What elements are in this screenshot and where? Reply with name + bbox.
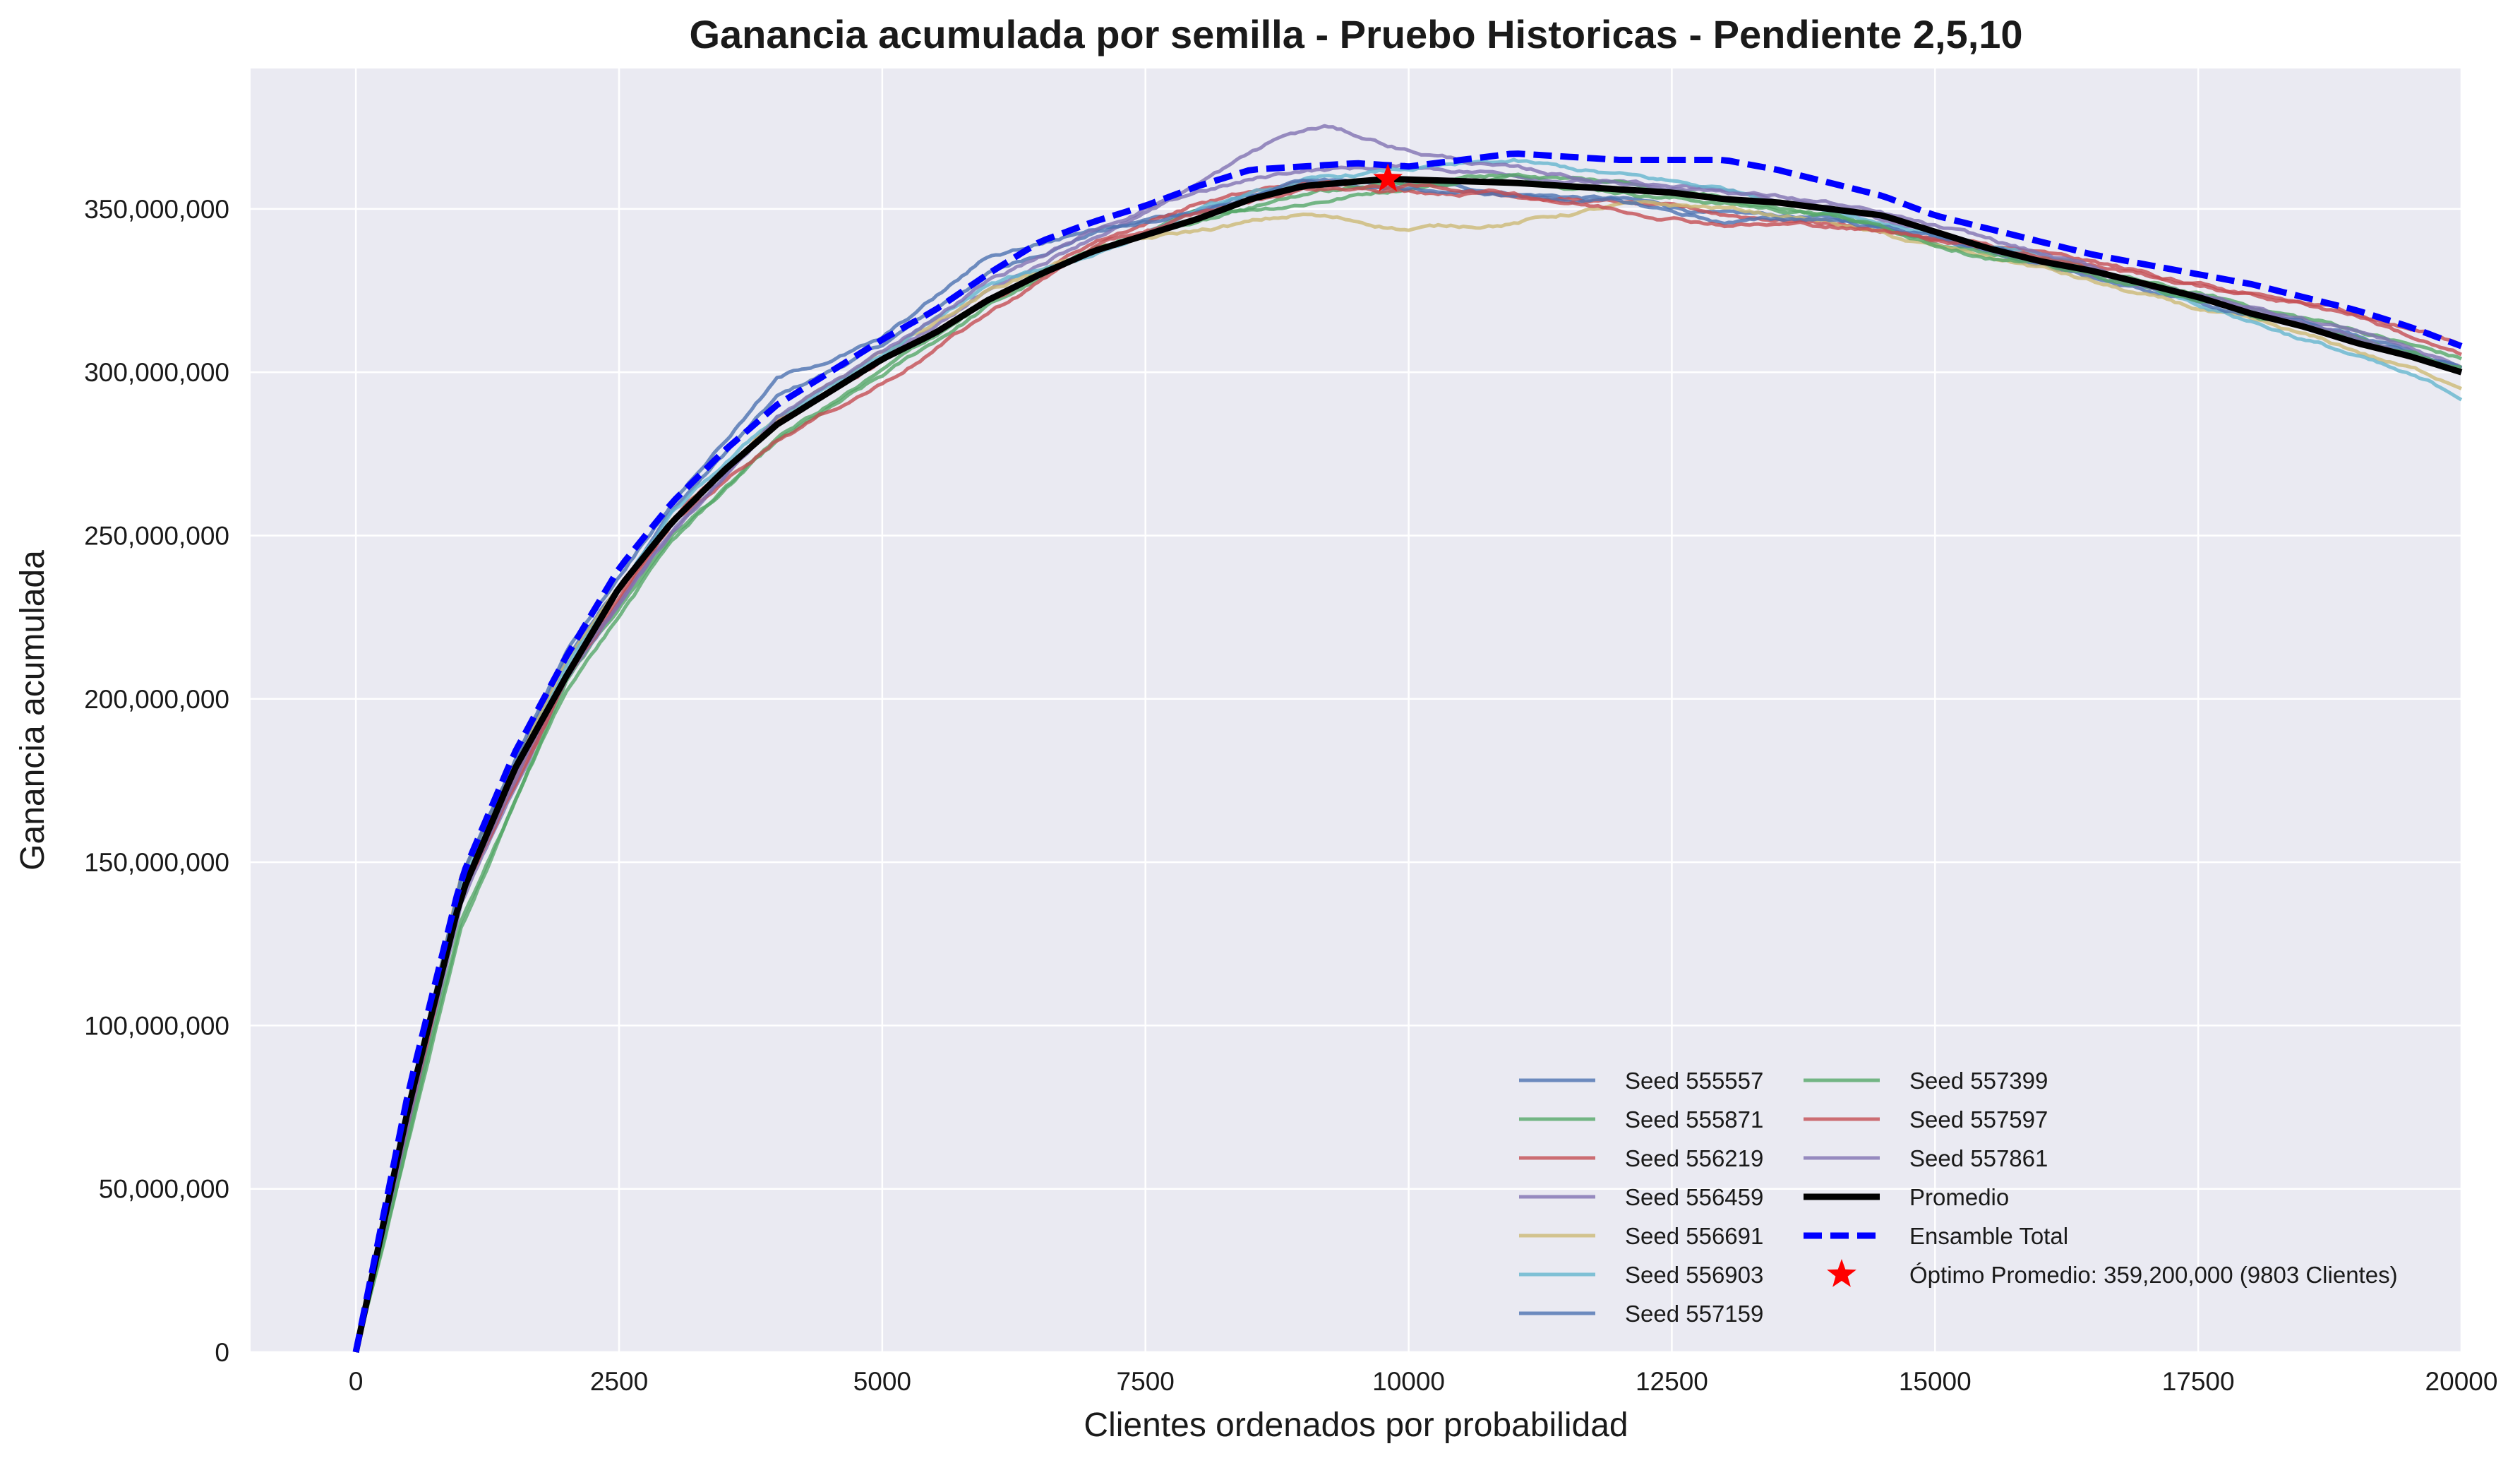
- legend-label-optimum: Óptimo Promedio: 359,200,000 (9803 Clien…: [1909, 1262, 2398, 1288]
- x-tick-label: 12500: [1636, 1367, 1708, 1396]
- legend-label: Seed 556903: [1625, 1262, 1763, 1288]
- chart-title: Ganancia acumulada por semilla - Pruebo …: [689, 12, 2022, 56]
- legend-label: Promedio: [1909, 1184, 2009, 1210]
- legend-label: Seed 556459: [1625, 1184, 1763, 1210]
- y-tick-label: 150,000,000: [84, 848, 229, 877]
- plot-area: [251, 68, 2461, 1352]
- x-tick-label: 7500: [1117, 1367, 1175, 1396]
- x-tick-label: 0: [349, 1367, 364, 1396]
- x-tick-label: 10000: [1372, 1367, 1445, 1396]
- x-tick-label: 17500: [2162, 1367, 2235, 1396]
- y-axis: 0 50,000,000 100,000,000 150,000,000 200,000…: [84, 195, 229, 1367]
- y-axis-label: Ganancia acumulada: [14, 550, 52, 871]
- x-tick-label: 2500: [590, 1367, 648, 1396]
- x-tick-label: 5000: [853, 1367, 911, 1396]
- legend-label: Seed 557399: [1909, 1068, 2048, 1094]
- x-axis: 0 2500 5000 7500 10000 12500 15000 17500 20000: [349, 1367, 2498, 1396]
- legend-label: Seed 557861: [1909, 1145, 2048, 1171]
- legend-label: Seed 556219: [1625, 1145, 1763, 1171]
- y-tick-label: 300,000,000: [84, 358, 229, 387]
- legend-label: Seed 557597: [1909, 1106, 2048, 1133]
- y-tick-label: 100,000,000: [84, 1011, 229, 1040]
- y-tick-label: 250,000,000: [84, 522, 229, 551]
- legend: Seed 555557 Seed 555871 Seed 556219 Seed 55…: [1519, 1068, 2398, 1327]
- marker-layer: [1373, 163, 1403, 192]
- legend-star-swatch: [1827, 1259, 1856, 1287]
- legend-label: Seed 555557: [1625, 1068, 1763, 1094]
- legend-label: Seed 555871: [1625, 1106, 1763, 1133]
- series-layer: [352, 124, 2463, 1353]
- optimum-star-marker: [1373, 163, 1403, 192]
- series-line-ensamble-total: [352, 150, 2463, 1353]
- y-tick-label: 350,000,000: [84, 195, 229, 224]
- legend-label: Seed 556691: [1625, 1223, 1763, 1249]
- legend-label: Seed 557159: [1625, 1301, 1763, 1327]
- y-tick-label: 0: [215, 1338, 229, 1367]
- x-tick-label: 15000: [1899, 1367, 1972, 1396]
- y-tick-label: 200,000,000: [84, 685, 229, 714]
- series-line-promedio: [352, 176, 2463, 1353]
- x-tick-label: 20000: [2425, 1367, 2498, 1396]
- y-tick-label: 50,000,000: [99, 1175, 229, 1204]
- x-axis-label: Clientes ordenados por probabilidad: [1084, 1407, 1628, 1444]
- legend-label: Ensamble Total: [1909, 1223, 2068, 1249]
